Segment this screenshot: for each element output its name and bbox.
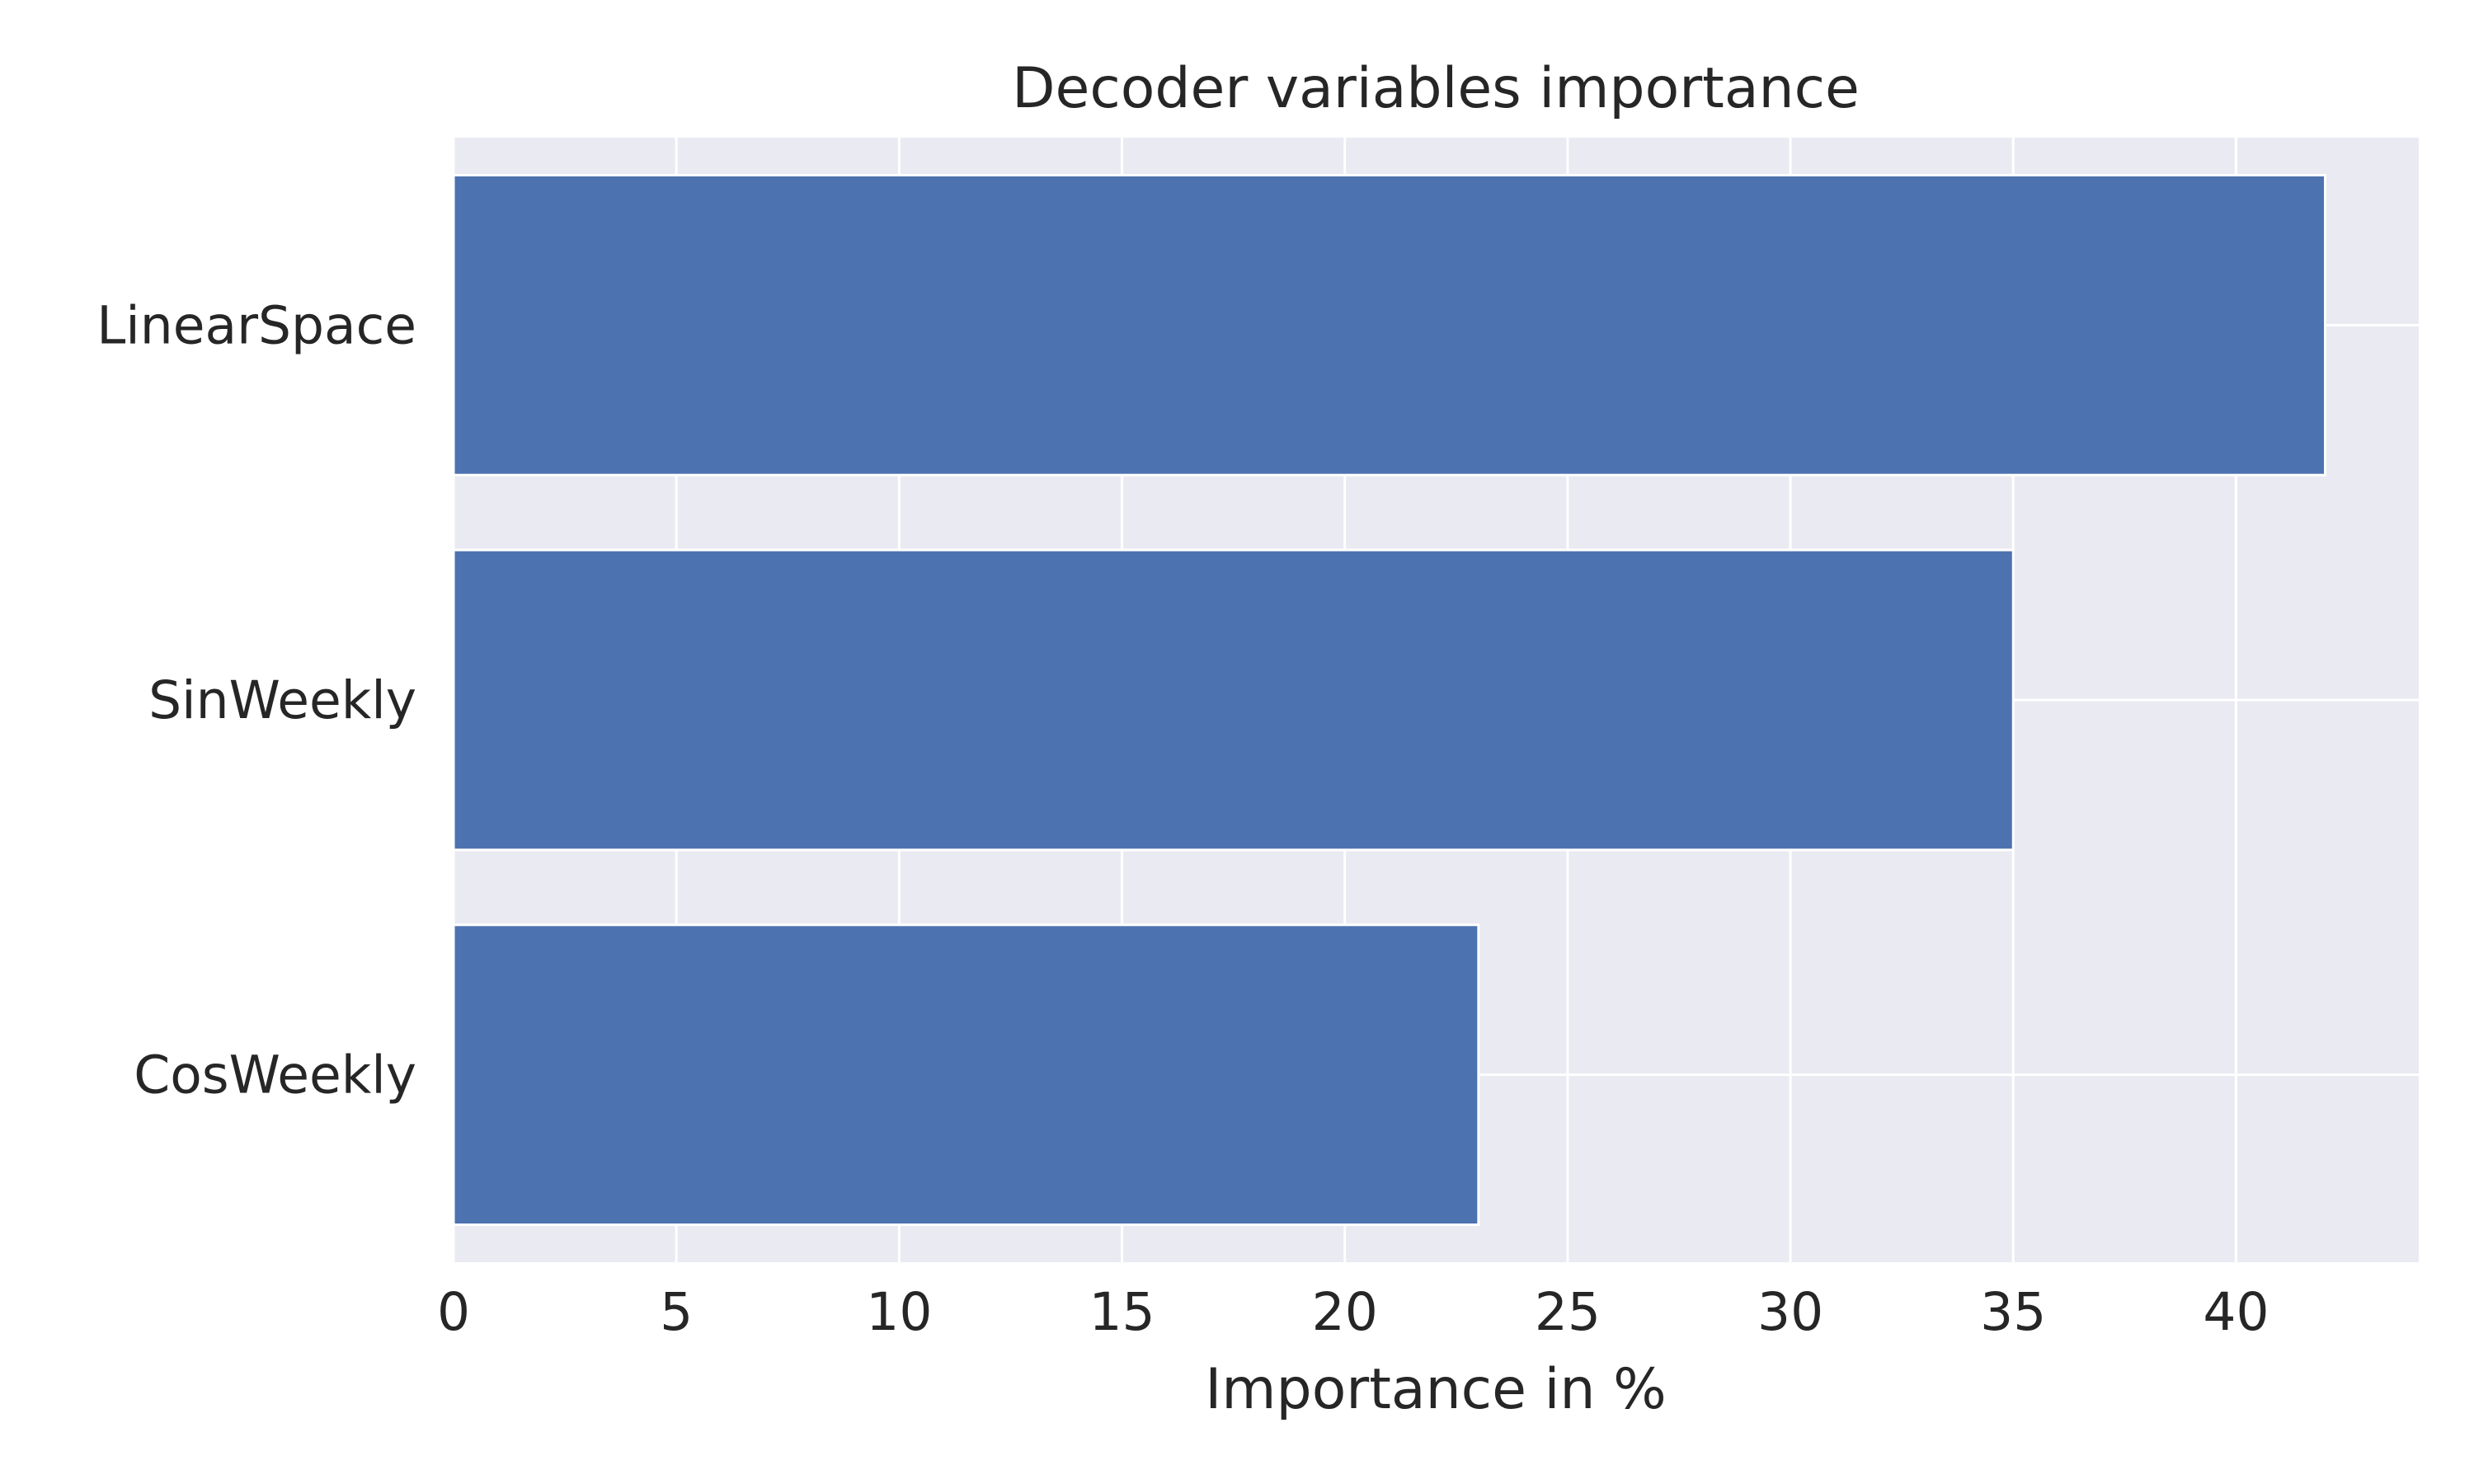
x-tick-labels: 0 5 10 15 20 25 30 35 40 <box>437 1282 2269 1342</box>
y-tick-label: SinWeekly <box>148 670 416 730</box>
x-tick-label: 10 <box>866 1282 932 1342</box>
x-tick-label: 15 <box>1089 1282 1155 1342</box>
x-tick-label: 0 <box>437 1282 470 1342</box>
x-tick-label: 40 <box>2203 1282 2269 1342</box>
bars <box>452 173 2327 1227</box>
bar-cosweekly <box>452 923 1480 1227</box>
x-axis-label: Importance in % <box>1205 1357 1667 1422</box>
x-tick-label: 25 <box>1535 1282 1601 1342</box>
bar-sinweekly <box>452 548 2015 852</box>
y-tick-label: LinearSpace <box>96 295 416 355</box>
chart-title: Decoder variables importance <box>1012 56 1860 121</box>
x-tick-label: 5 <box>660 1282 693 1342</box>
x-tick-label: 20 <box>1312 1282 1378 1342</box>
y-tick-label: CosWeekly <box>134 1045 416 1106</box>
bar-linearspace <box>452 173 2327 477</box>
x-tick-label: 30 <box>1757 1282 1823 1342</box>
y-tick-labels: LinearSpace SinWeekly CosWeekly <box>96 295 416 1105</box>
x-tick-label: 35 <box>1980 1282 2046 1342</box>
